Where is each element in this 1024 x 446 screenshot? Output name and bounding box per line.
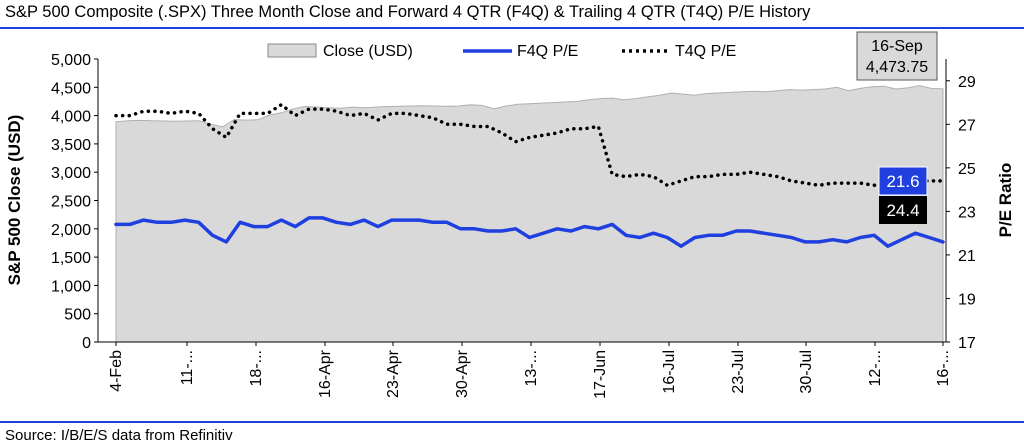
left-tick-label: 3,000 [51,165,91,182]
left-tick-label: 3,500 [51,137,91,154]
left-tick-label: 5,000 [51,52,91,69]
right-tick-label: 29 [958,74,976,91]
right-tick-label: 23 [958,204,976,221]
x-tick-label: 17-Jun [592,350,609,399]
left-axis-title: S&P 500 Close (USD) [5,115,24,286]
right-tick-label: 17 [958,335,976,352]
left-tick-label: 500 [64,307,91,324]
source-area: Source: I/B/E/S data from Refinitiv [0,421,1024,444]
callout-box [856,31,938,81]
series-close-area [115,85,944,343]
right-tick-label: 25 [958,161,976,178]
callout-date: 16-Sep [871,38,923,55]
x-tick-label: 12-... [867,350,884,386]
left-tick-label: 0 [82,335,91,352]
left-tick-label: 2,000 [51,222,91,239]
x-tick-label: 16-Jul [661,350,678,394]
source-note: Source: I/B/E/S data from Refinitiv [5,427,233,444]
x-tick-label: 4-Feb [108,350,125,392]
x-tick-label: 13-... [523,350,540,386]
x-tick-label: 23-Apr [385,349,402,398]
left-tick-label: 4,500 [51,80,91,97]
right-tick-label: 27 [958,117,976,134]
t4q-badge-box [879,196,927,224]
left-tick-label: 4,000 [51,109,91,126]
legend: Close (USD) F4Q P/E T4Q P/E [267,43,736,60]
right-tick-label: 21 [958,248,976,265]
x-tick-label: 11-... [179,350,196,385]
callout-value: 4,473.75 [866,59,928,76]
x-tick-label: 30-Apr [454,349,471,398]
right-tick-label: 19 [958,291,976,308]
title-area: S&P 500 Composite (.SPX) Three Month Clo… [0,3,1024,29]
t4q-badge: 24.4 [879,196,927,224]
legend-label-f4q: F4Q P/E [517,43,578,60]
plot-area: 0 500 1,000 1,500 2,000 2,500 3,000 3,500 4,000 4… [5,52,1015,399]
x-tick-label: 16-... [935,350,952,386]
x-tick-label: 18-... [248,350,265,386]
f4q-badge-box [878,166,928,196]
x-tick-label: 23-Jul [730,350,747,394]
legend-swatch-close [267,43,317,58]
left-tick-label: 1,000 [51,278,91,295]
right-axis-title: P/E Ratio [996,163,1015,238]
left-tick-label: 1,500 [51,250,91,267]
f4q-badge: 21.6 [878,166,928,196]
series-f4q-line [114,216,945,248]
series-t4q-line [114,102,945,188]
last-value-callout: 16-Sep 4,473.75 [856,31,938,81]
legend-label-close: Close (USD) [323,43,413,60]
x-tick-label: 30-Jul [798,350,815,394]
f4q-badge-value: 21.6 [886,172,919,191]
legend-label-t4q: T4Q P/E [675,43,736,60]
x-tick-label: 16-Apr [317,349,334,398]
t4q-badge-value: 24.4 [886,201,919,220]
chart-title: S&P 500 Composite (.SPX) Three Month Clo… [5,3,811,21]
left-tick-label: 2,500 [51,194,91,211]
